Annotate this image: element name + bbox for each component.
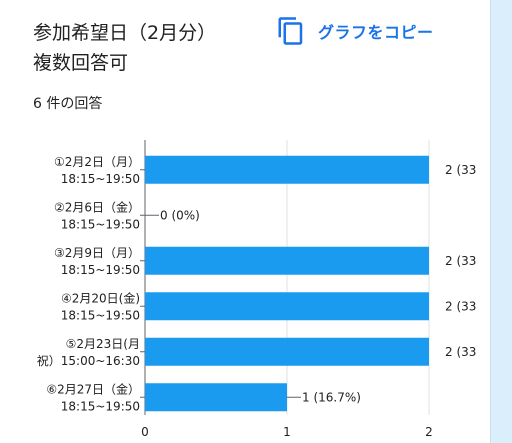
category-label: 18:15~19:50 xyxy=(61,399,140,413)
category-label: 18:15~19:50 xyxy=(61,217,140,231)
category-label: ③2月9日（月） xyxy=(54,246,140,260)
category-label: ②2月6日（金） xyxy=(54,199,140,214)
title-line-1: 参加希望日（2月分） xyxy=(33,22,217,44)
category-label: 18:15~19:50 xyxy=(61,308,140,322)
title-line-2: 複数回答可 xyxy=(33,52,129,74)
bar xyxy=(145,246,429,275)
x-tick-label: 1 xyxy=(283,425,291,439)
category-label: ⑥2月27日（金） xyxy=(46,381,140,396)
category-label: ④2月20日(金) xyxy=(61,290,140,305)
copy-icon xyxy=(278,17,303,45)
category-label: ①2月2日（月） xyxy=(54,155,140,169)
data-label: 0 (0%) xyxy=(160,208,200,222)
side-panel xyxy=(490,0,512,443)
bar-chart: ①2月2日（月） 18:15~19:50 2 (33 ②2月6日（金） 18:15~19… xyxy=(37,140,476,439)
bar xyxy=(145,292,429,321)
bar xyxy=(145,155,429,184)
data-label: 2 (33 xyxy=(445,299,476,313)
response-count: 6 件の回答 xyxy=(33,96,103,112)
question-title: 参加希望日（2月分） 複数回答可 xyxy=(33,18,273,78)
category-label: 18:15~19:50 xyxy=(61,172,140,186)
copy-chart-button[interactable]: グラフをコピー xyxy=(276,16,434,46)
bar xyxy=(145,383,287,412)
copy-chart-label: グラフをコピー xyxy=(318,23,434,42)
data-label: 2 (33 xyxy=(445,345,476,359)
data-label: 2 (33 xyxy=(445,163,476,177)
category-label: 18:15~19:50 xyxy=(61,263,140,277)
x-tick-label: 2 xyxy=(425,425,433,439)
category-label: ⑤2月23日(月 xyxy=(66,337,140,351)
x-tick-label: 0 xyxy=(141,425,149,439)
bar xyxy=(145,337,429,366)
category-label: 祝）15:00~16:30 xyxy=(37,354,140,368)
chart-card: 参加希望日（2月分） 複数回答可 グラフをコピー 6 件の回答 ①2月2日（月）… xyxy=(33,16,477,439)
data-label: 2 (33 xyxy=(445,254,476,268)
data-label: 1 (16.7%) xyxy=(302,390,361,404)
